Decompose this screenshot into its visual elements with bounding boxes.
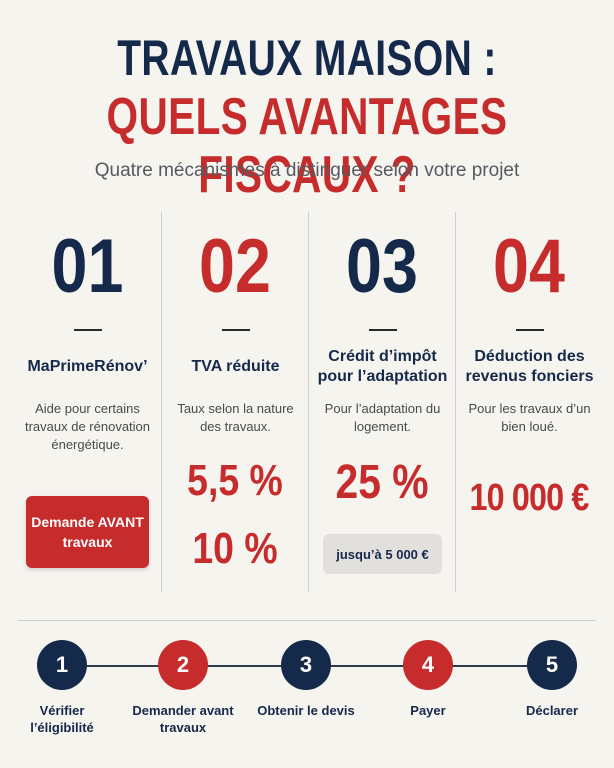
step-number-circle: 1 <box>37 640 87 690</box>
column-description: Taux selon la nature des travaux. <box>177 401 294 434</box>
divider-dash <box>74 329 102 331</box>
column-description: Pour les travaux d’un bien loué. <box>468 401 591 434</box>
step-label: Déclarer <box>525 703 579 718</box>
column-title: Déduction des revenus fonciers <box>465 348 594 385</box>
column-title: MaPrimeRénov’ <box>27 358 148 375</box>
limit-badge: jusqu’à 5 000 € <box>323 534 442 574</box>
column-credit-impot: 03 Crédit d’impôt pour l’adaptation Pour… <box>308 212 455 592</box>
rate-value: 10 % <box>192 524 278 573</box>
demande-avant-travaux-button[interactable]: Demande AVANT travaux <box>26 496 149 568</box>
page-subtitle: Quatre mécanismes à distinguer selon vot… <box>94 160 520 181</box>
column-maprimerenov: 01 MaPrimeRénov’ Aide pour certains trav… <box>14 212 161 592</box>
step-verifier: 1 Vérifier l’éligibilité <box>7 640 117 736</box>
page-title-line1: TRAVAUX MAISON : <box>117 30 497 86</box>
column-title: Crédit d’impôt pour l’adaptation <box>317 348 448 385</box>
page-title-line2: QUELS AVANTAGES FISCAUX ? <box>106 88 508 204</box>
step-label: Vérifier l’éligibilité <box>30 703 94 735</box>
column-number: 04 <box>493 224 565 309</box>
step-label: Payer <box>410 703 446 718</box>
step-obtenir: 3 Obtenir le devis <box>251 640 361 719</box>
column-number: 03 <box>346 224 418 309</box>
step-payer: 4 Payer <box>373 640 483 719</box>
column-title: TVA réduite <box>191 358 280 375</box>
step-number-circle: 4 <box>403 640 453 690</box>
step-label: Obtenir le devis <box>257 703 355 718</box>
divider-dash <box>516 329 544 331</box>
step-label: Demander avant travaux <box>132 703 234 735</box>
step-number-circle: 2 <box>158 640 208 690</box>
column-number: 01 <box>51 224 124 309</box>
divider-dash <box>222 329 250 331</box>
divider-dash <box>369 329 397 331</box>
column-number: 02 <box>199 224 271 309</box>
section-divider <box>18 620 596 621</box>
column-description: Aide pour certains travaux de rénovation… <box>24 401 151 452</box>
step-demander: 2 Demander avant travaux <box>128 640 238 736</box>
column-description: Pour l’adaptation du logement. <box>324 401 441 434</box>
mechanisms-columns: 01 MaPrimeRénov’ Aide pour certains trav… <box>14 212 602 592</box>
step-number-circle: 5 <box>527 640 577 690</box>
step-declarer: 5 Déclarer <box>497 640 607 719</box>
amount-value: 10 000 € <box>469 477 590 519</box>
rate-value: 25 % <box>335 456 429 509</box>
column-tva-reduite: 02 TVA réduite Taux selon la nature des … <box>161 212 308 592</box>
rate-value: 5,5 % <box>187 456 283 505</box>
column-deduction-revenus: 04 Déduction des revenus fonciers Pour l… <box>455 212 602 592</box>
step-number-circle: 3 <box>281 640 331 690</box>
